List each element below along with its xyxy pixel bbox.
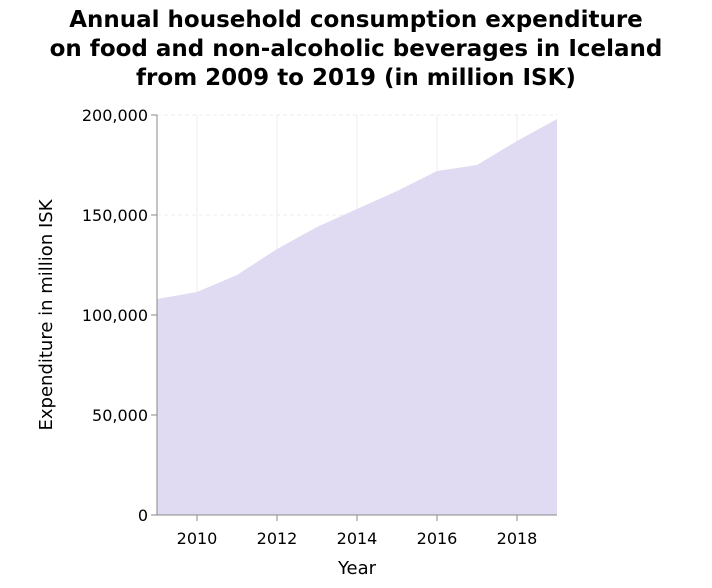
y-tick-label: 150,000 [82, 206, 148, 225]
y-axis-label: Expenditure in million ISK [36, 198, 57, 430]
y-tick-label: 0 [138, 506, 148, 525]
area-series [157, 119, 557, 515]
x-tick-label: 2018 [497, 529, 538, 548]
y-tick-label: 200,000 [82, 106, 148, 125]
x-axis-ticks: 2010 2012 2014 2016 2018 [177, 515, 538, 548]
chart-title-line-1: Annual household consumption expenditure [69, 7, 643, 33]
x-axis-label: Year [337, 558, 377, 579]
x-tick-label: 2010 [177, 529, 218, 548]
chart-title-line-2: on food and non-alcoholic beverages in I… [49, 36, 663, 62]
chart-title: Annual household consumption expenditure… [0, 6, 712, 93]
chart-title-line-3: from 2009 to 2019 (in million ISK) [136, 65, 576, 91]
x-tick-label: 2012 [257, 529, 298, 548]
y-tick-label: 100,000 [82, 306, 148, 325]
y-tick-label: 50,000 [92, 406, 148, 425]
y-axis-ticks: 0 50,000 100,000 150,000 200,000 [82, 106, 157, 525]
x-tick-label: 2014 [337, 529, 378, 548]
x-tick-label: 2016 [417, 529, 458, 548]
